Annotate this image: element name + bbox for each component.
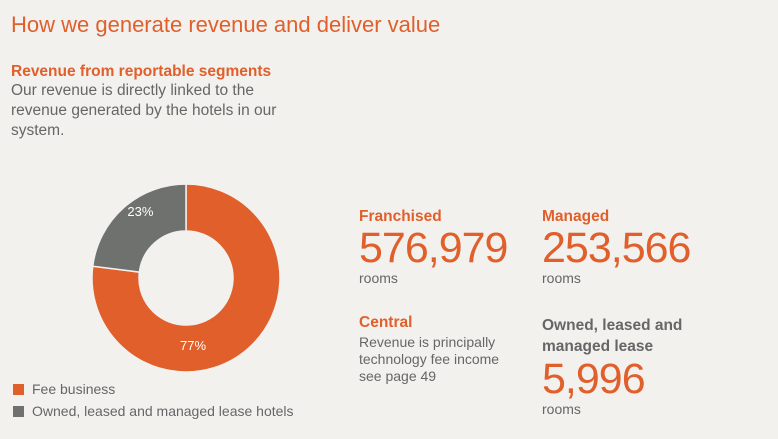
section-description: Our revenue is directly linked to the re… bbox=[11, 82, 277, 139]
legend-swatch-orange bbox=[13, 383, 24, 395]
stat-value: 5,996 bbox=[542, 355, 646, 403]
legend-item-owned-leased: Owned, leased and managed lease hotels bbox=[13, 403, 294, 419]
stat-managed: Managed 253,566 rooms bbox=[542, 208, 691, 287]
donut-data-label: 77% bbox=[180, 338, 206, 353]
stat-value: 253,566 bbox=[542, 224, 691, 272]
revenue-donut-chart: 77% 23% bbox=[91, 183, 281, 373]
section-subtitle: Revenue from reportable segments bbox=[11, 63, 272, 80]
page-title: How we generate revenue and deliver valu… bbox=[11, 12, 441, 37]
stat-unit: rooms bbox=[359, 270, 398, 286]
donut-slice-0 bbox=[91, 183, 281, 373]
legend-label: Owned, leased and managed lease hotels bbox=[32, 403, 294, 419]
stat-franchised: Franchised 576,979 rooms bbox=[359, 208, 508, 287]
stat-owned: Owned, leased and managed lease 5,996 ro… bbox=[542, 315, 722, 418]
legend-item-fee-business: Fee business bbox=[13, 381, 115, 397]
stat-label: Central bbox=[359, 314, 413, 331]
stat-unit: rooms bbox=[542, 270, 581, 286]
stat-label: Owned, leased and managed lease bbox=[542, 317, 683, 355]
stat-value: 576,979 bbox=[359, 224, 508, 272]
stat-central: Central Revenue is principally technolog… bbox=[359, 314, 524, 385]
stat-label: Franchised bbox=[359, 208, 442, 225]
donut-data-label: 23% bbox=[127, 204, 153, 219]
stat-text: Revenue is principally technology fee in… bbox=[359, 334, 500, 384]
legend-swatch-gray bbox=[13, 405, 24, 417]
donut-slice-1 bbox=[91, 183, 187, 273]
legend-label: Fee business bbox=[32, 381, 116, 397]
stat-unit: rooms bbox=[542, 401, 581, 417]
stat-label: Managed bbox=[542, 208, 610, 225]
